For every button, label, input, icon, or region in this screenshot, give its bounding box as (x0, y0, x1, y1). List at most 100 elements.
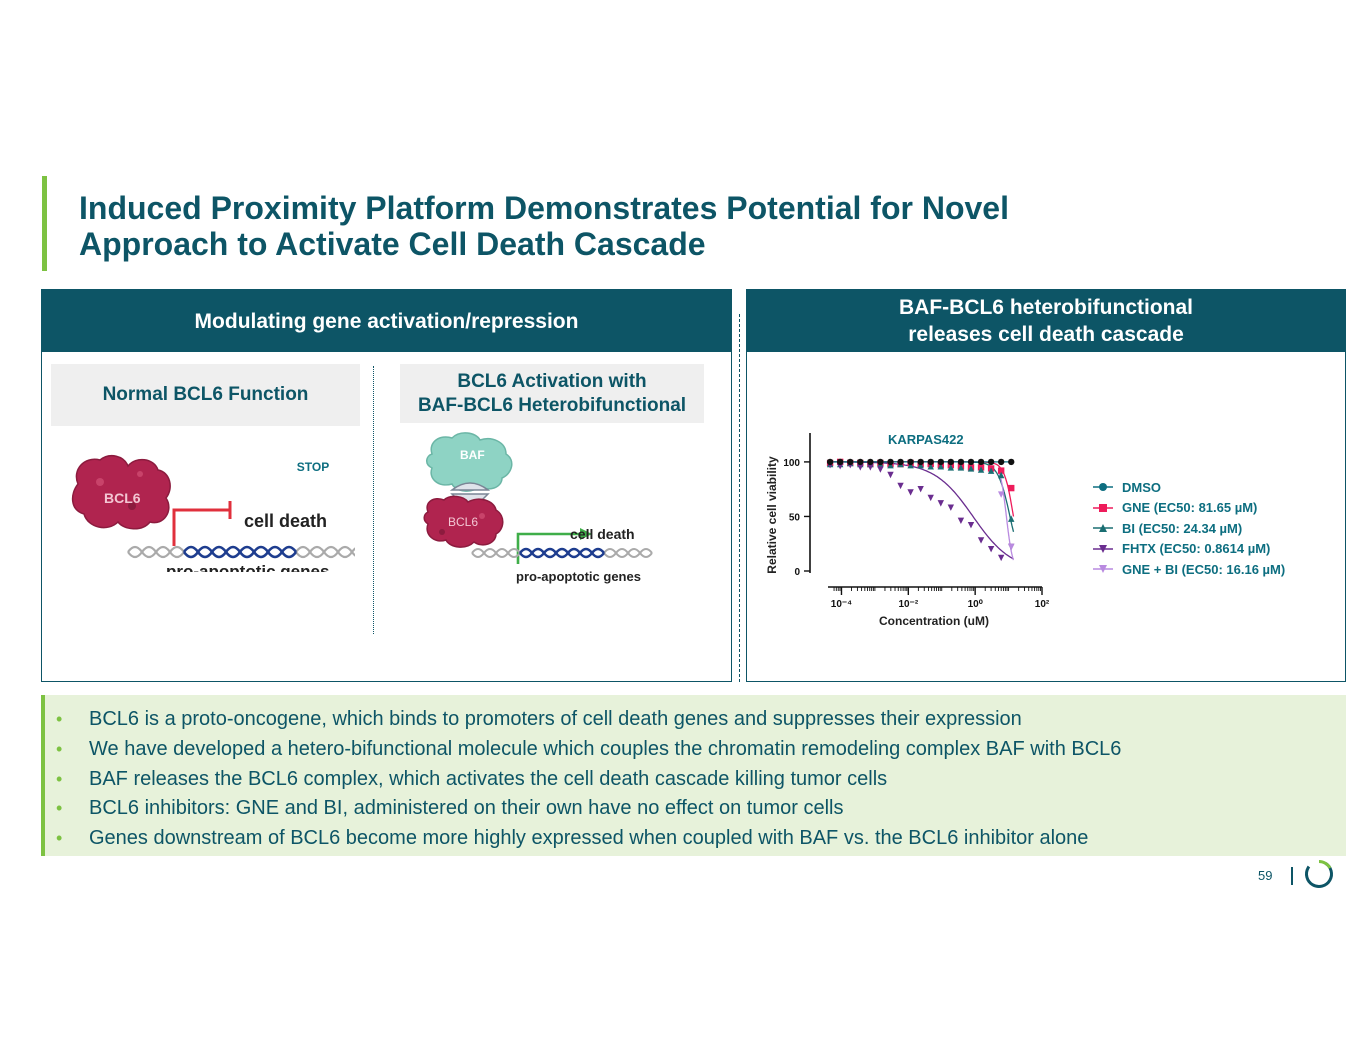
data-point (1099, 544, 1107, 553)
legend-item: DMSO (1092, 477, 1285, 498)
data-point (917, 458, 924, 466)
data-point (937, 458, 944, 466)
legend-item: BI (EC50: 24.34 µM) (1092, 518, 1285, 539)
chart-y-axis-label: Relative cell viability (765, 456, 779, 574)
data-point (977, 466, 985, 473)
data-point (897, 458, 904, 466)
page-number-separator (1291, 867, 1293, 885)
data-point (877, 466, 884, 473)
data-point (957, 517, 965, 525)
fit-curve (830, 461, 1015, 532)
y-tick-label: 50 (789, 512, 801, 523)
chart-data-points (826, 458, 1015, 562)
bullet-item: • BAF releases the BCL6 complex, which ac… (55, 765, 1346, 795)
chart-title: KARPAS422 (888, 432, 964, 447)
x-tick-label: 10² (1035, 599, 1050, 610)
data-point (927, 458, 934, 466)
bullet-text: We have developed a hetero-bifunctional … (89, 737, 1122, 760)
company-logo-icon (1305, 859, 1333, 888)
activation-cell-death-label: cell death (570, 526, 635, 542)
legend-label: BI (EC50: 24.34 µM) (1122, 520, 1243, 536)
legend-marker-icon (1093, 524, 1113, 533)
cell-death-cascade-header-line2: releases cell death cascade (908, 323, 1184, 346)
data-point (1099, 503, 1107, 512)
bcl6-activation-heading-line2: BAF-BCL6 Heterobifunctional (417, 394, 687, 416)
data-point (836, 458, 844, 466)
bcl6-activation-heading: BCL6 Activation with BAF-BCL6 Heterobifu… (400, 364, 704, 423)
y-tick-label: 100 (783, 458, 800, 469)
chart-fit-curves (830, 461, 1015, 561)
cell-death-cascade-header-line1: BAF-BCL6 heterobifunctional (899, 296, 1193, 319)
data-point (867, 464, 874, 471)
bullet-marker: • (56, 828, 63, 849)
bullet-marker: • (56, 709, 63, 729)
cell-death-cascade-header: BAF-BCL6 heterobifunctional releases cel… (747, 290, 1345, 352)
bcl6-activation-illustration: BAF BCL6 cell death pro-apoptotic genes (423, 432, 653, 584)
chart-legend: DMSO GNE (EC50: 81.65 µM) BI (EC50: 24.34 … (1092, 477, 1285, 580)
legend-label: FHTX (EC50: 0.8614 µM) (1122, 541, 1271, 557)
data-point (857, 458, 864, 466)
bcl6-protein-icon: BCL6 (71, 454, 171, 530)
data-point (967, 521, 975, 529)
bullet-text: BAF releases the BCL6 complex, which act… (89, 767, 888, 790)
data-point (997, 554, 1005, 562)
bullet-text: BCL6 inhibitors: GNE and BI, administere… (89, 797, 844, 820)
data-point (887, 471, 894, 479)
bullet-marker: • (56, 738, 63, 759)
pro-apoptotic-genes-label: pro-apoptotic genes (166, 562, 329, 572)
data-point (1008, 458, 1015, 466)
legend-item: GNE + BI (EC50: 16.16 µM) (1092, 559, 1285, 580)
page-title-line2: Approach to Activate Cell Death Cascade (79, 226, 706, 262)
data-point (887, 458, 894, 466)
data-point (1099, 483, 1107, 492)
data-point (917, 485, 924, 493)
x-tick-label: 10⁰ (968, 599, 983, 610)
bullet-item: • We have developed a hetero-bifunctional… (55, 735, 1346, 765)
data-point (1008, 484, 1015, 492)
data-point (967, 465, 975, 472)
data-point (947, 504, 955, 511)
data-point (1099, 524, 1107, 533)
bcl6-protein-label: BCL6 (104, 490, 141, 506)
repression-arrow (172, 508, 230, 546)
cell-death-label: cell death (244, 511, 327, 531)
bcl6-protein-activation-icon: BCL6 (423, 495, 504, 548)
dna-strand-icon (127, 545, 355, 559)
data-point (907, 461, 914, 469)
data-point (917, 461, 924, 469)
legend-marker-icon (1093, 544, 1113, 553)
data-point (977, 537, 985, 544)
normal-bcl6-illustration: BCL6 STOP cell death pro-apoptotic genes (71, 454, 355, 572)
data-point (867, 458, 874, 466)
data-point (987, 467, 995, 474)
left-panel-divider (373, 366, 374, 634)
legend-label: GNE + BI (EC50: 16.16 µM) (1122, 561, 1286, 577)
cell-death-cascade-panel: BAF-BCL6 heterobifunctional releases cel… (746, 289, 1346, 682)
bullet-item: • BCL6 inhibitors: GNE and BI, administer… (55, 794, 1346, 824)
data-point (997, 458, 1005, 466)
data-point (957, 458, 965, 466)
data-point (907, 489, 914, 496)
chart-axes: 0 50 100 10⁻⁴ 10⁻² 10⁰ 10² (783, 433, 1050, 610)
activation-arrowhead (580, 528, 592, 540)
data-point (937, 500, 944, 507)
x-tick-label: 10⁻² (898, 599, 918, 610)
data-point (947, 458, 955, 466)
legend-label: GNE (EC50: 81.65 µM) (1122, 500, 1258, 516)
page-title-line1: Induced Proximity Platform Demonstrates … (79, 190, 1009, 226)
title-accent-bar (42, 176, 47, 271)
data-point (927, 463, 934, 470)
legend-marker-icon (1093, 565, 1113, 574)
data-point (1008, 543, 1015, 551)
legend-item: GNE (EC50: 81.65 µM) (1092, 498, 1285, 519)
page-number: 59 (1258, 868, 1273, 883)
activation-pro-apoptotic-genes-label: pro-apoptotic genes (516, 569, 641, 584)
legend-marker-icon (1093, 483, 1113, 492)
data-point (997, 467, 1005, 474)
data-point (877, 458, 884, 466)
data-point (826, 458, 834, 466)
bullet-item: • Genes downstream of BCL6 become more hi… (55, 824, 1346, 854)
stop-label: STOP (297, 460, 329, 474)
bullet-item: • BCL6 is a proto-oncogene, which binds t… (55, 705, 1346, 735)
